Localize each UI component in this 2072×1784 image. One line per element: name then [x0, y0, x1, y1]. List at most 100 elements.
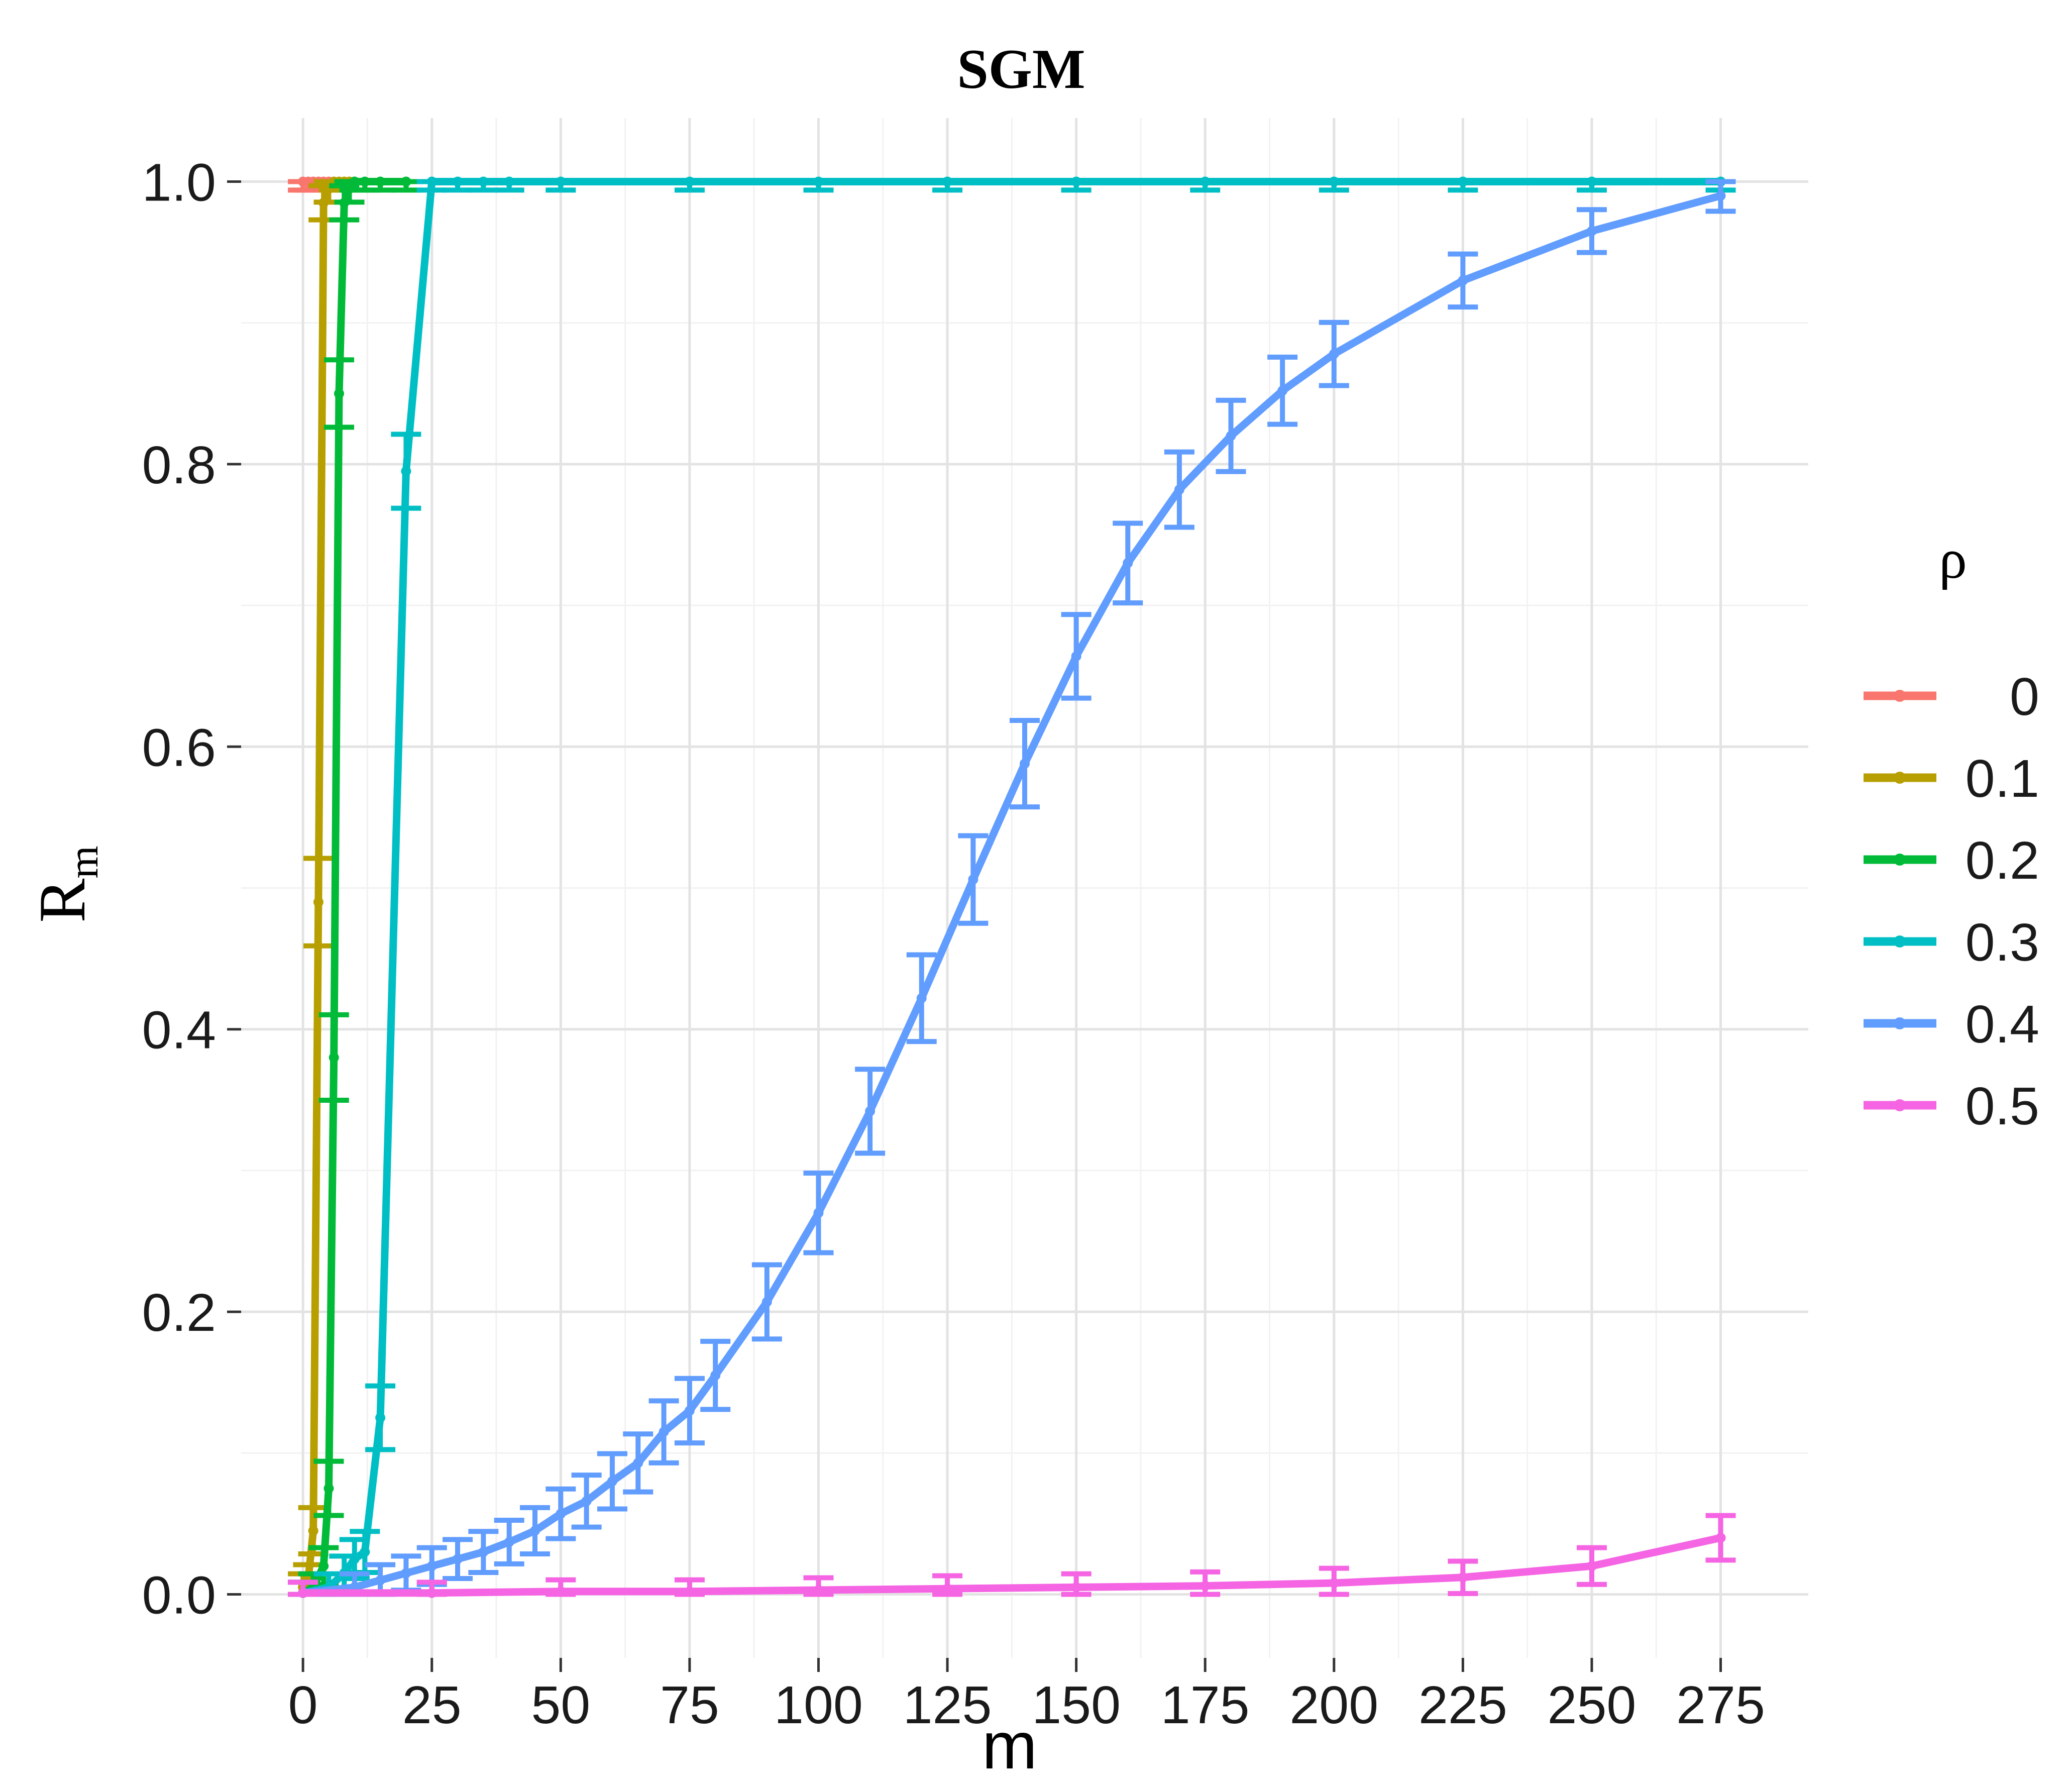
error-bar: [494, 1518, 524, 1566]
error-bar: [958, 833, 989, 926]
error-bar: [391, 432, 421, 511]
error-bar: [1010, 717, 1040, 810]
error-bar: [932, 179, 963, 193]
error-bar: [1705, 1513, 1736, 1563]
error-bar: [597, 1451, 627, 1512]
y-tick-label: 0.4: [142, 1001, 216, 1060]
error-bar: [303, 856, 334, 949]
x-axis-title: m: [982, 1709, 1037, 1782]
x-tick-label: 150: [1032, 1675, 1121, 1735]
error-bar: [391, 179, 421, 193]
y-axis-title-main: R: [25, 879, 99, 923]
error-bar: [1448, 251, 1478, 310]
legend-label: 0.2: [1966, 831, 2039, 890]
legend-item: 0.4: [1864, 995, 2039, 1054]
error-bar: [324, 357, 354, 430]
legend-swatch-point: [1894, 690, 1906, 702]
x-tick-label: 75: [660, 1675, 719, 1735]
error-bar: [468, 179, 499, 193]
y-tick-label: 1.0: [142, 153, 216, 213]
x-tick-label: 25: [402, 1675, 462, 1735]
error-bar: [1576, 207, 1607, 255]
error-bar: [546, 1486, 576, 1541]
error-bar: [494, 179, 524, 193]
error-bar: [674, 1577, 705, 1597]
grid-lines: [241, 118, 1808, 1658]
series-0.4: [288, 179, 1736, 1598]
x-tick-label: 125: [903, 1675, 992, 1735]
error-bar: [1190, 179, 1221, 193]
error-bar: [546, 179, 576, 193]
legend-label: 0.3: [1966, 913, 2039, 972]
error-bar: [520, 1505, 550, 1556]
x-tick-label: 175: [1161, 1675, 1250, 1735]
error-bar: [1216, 397, 1246, 474]
error-bar: [416, 1580, 447, 1597]
error-bar: [1576, 179, 1607, 193]
plot-series: [288, 176, 1736, 1598]
error-bar: [1576, 1545, 1607, 1587]
error-bar: [932, 1573, 963, 1597]
x-tick-label: 250: [1548, 1675, 1637, 1735]
x-axis-ticks: 0 25 50 75 100 125 150 175 200 225 250 275: [288, 1658, 1765, 1735]
svg-text:Rm: Rm: [25, 846, 107, 922]
y-tick-label: 0.0: [142, 1565, 216, 1625]
legend-item: 0.3: [1864, 913, 2039, 972]
legend-swatch-point: [1894, 935, 1906, 948]
error-bar: [546, 1577, 576, 1597]
error-bar: [313, 1458, 344, 1518]
error-bar: [365, 179, 396, 193]
error-bar: [906, 952, 937, 1044]
error-bar: [1319, 179, 1349, 193]
error-bar: [1164, 449, 1194, 530]
legend-item: 0.2: [1864, 831, 2039, 890]
legend-swatch-point: [1894, 772, 1906, 784]
error-bar: [443, 1537, 473, 1581]
error-bar: [288, 1580, 318, 1597]
x-tick-label: 0: [288, 1675, 318, 1735]
error-bar: [1319, 320, 1349, 388]
legend-item: 0.5: [1864, 1077, 2039, 1136]
error-bar: [1113, 520, 1143, 606]
x-tick-label: 225: [1419, 1675, 1507, 1735]
error-bar: [648, 1398, 679, 1465]
error-bar: [855, 1067, 886, 1156]
error-bar: [1061, 612, 1092, 701]
x-tick-label: 275: [1676, 1675, 1765, 1735]
error-bar: [1061, 179, 1092, 193]
error-bar: [365, 1383, 396, 1452]
error-bar: [468, 1529, 499, 1575]
legend-label: 0: [2010, 667, 2039, 726]
legend-label: 0.5: [1966, 1077, 2039, 1136]
error-bar: [416, 179, 447, 193]
error-bar: [700, 1338, 731, 1412]
error-bar: [1705, 179, 1736, 214]
error-bar: [1319, 1565, 1349, 1597]
legend-swatch-point: [1894, 854, 1906, 866]
error-bar: [1448, 1558, 1478, 1596]
legend-item: 0.1: [1864, 749, 2039, 808]
error-bar: [443, 179, 473, 193]
chart-title: SGM: [957, 38, 1085, 100]
x-tick-label: 200: [1289, 1675, 1378, 1735]
legend-label: 0.4: [1966, 995, 2039, 1054]
error-bar: [1448, 179, 1478, 193]
error-bar: [1190, 1569, 1221, 1597]
error-bar: [571, 1473, 602, 1530]
error-bar: [674, 179, 705, 193]
error-bar: [803, 179, 834, 193]
series-0.5: [288, 1513, 1736, 1598]
x-tick-label: 50: [531, 1675, 590, 1735]
y-axis-title-subscript: m: [60, 846, 107, 878]
legend-item: 0: [1864, 667, 2039, 726]
error-bar: [1061, 1571, 1092, 1597]
y-tick-label: 0.2: [142, 1283, 216, 1342]
legend-title: ρ: [1939, 528, 1967, 590]
error-bar: [803, 1170, 834, 1255]
y-axis-title: Rm: [25, 846, 107, 922]
y-axis-ticks: 0.0 0.2 0.4 0.6 0.8 1.0: [142, 153, 241, 1625]
legend-swatch-point: [1894, 1099, 1906, 1111]
legend: 0 0.1 0.2 0.3 0.4 0.5: [1864, 667, 2039, 1136]
x-tick-label: 100: [774, 1675, 863, 1735]
